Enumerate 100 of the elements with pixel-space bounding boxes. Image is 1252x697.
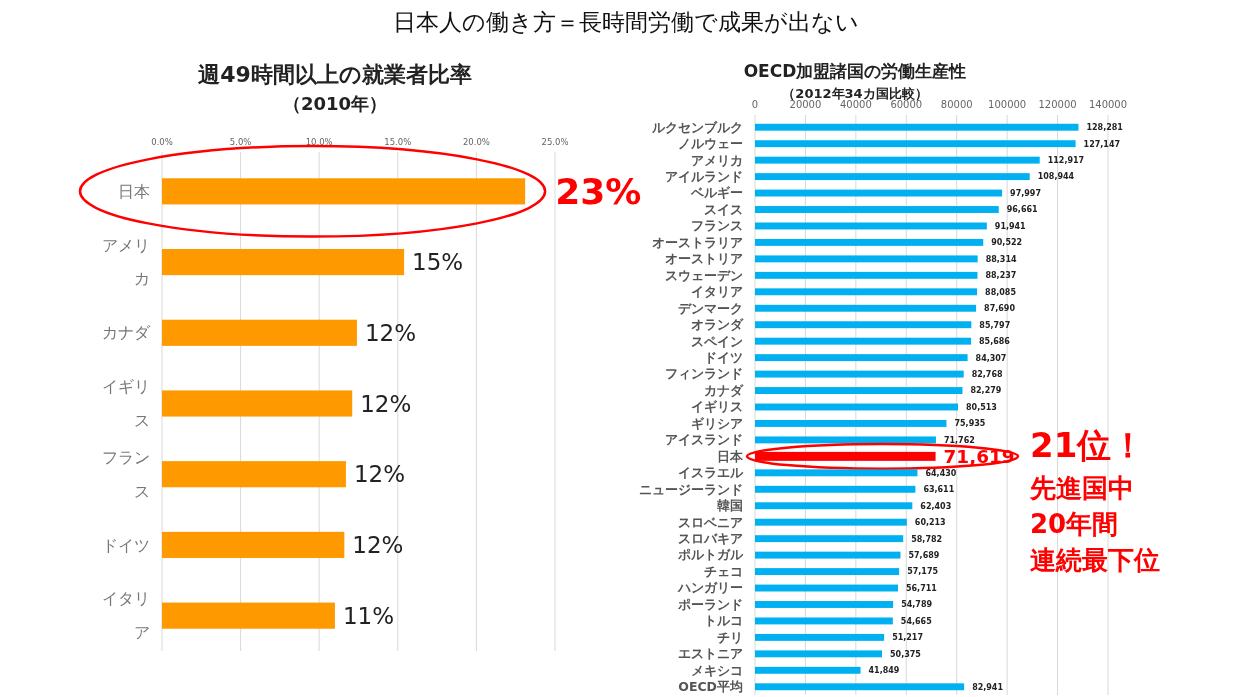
x-tick-label: 140000 [1088,99,1128,110]
y-tick-label: イタリア [691,284,743,300]
data-label: 56,711 [905,583,938,593]
data-label: 11% [342,602,395,629]
data-label: 88,237 [985,271,1017,281]
y-tick-label: アイルランド [665,168,743,184]
y-tick-label: 日本 [118,181,150,201]
y-tick-label: 韓国 [717,498,743,514]
bar [755,238,984,246]
data-label: 57,175 [907,567,939,577]
x-tick-label: 20000 [789,99,822,110]
y-tick-label: カナダ [704,382,744,398]
y-tick-label: フィンランド [665,366,743,382]
y-tick-label: オランダ [691,317,744,333]
data-label: 12% [364,320,417,347]
bar [755,304,977,312]
bar [162,178,526,205]
x-tick-label: 0.0% [151,137,173,147]
bar [755,189,1003,197]
y-tick-label: スイス [704,201,743,217]
bar [755,518,907,526]
y-tick-label: チリ [717,629,743,645]
bar [755,633,885,641]
data-label: 58,782 [911,534,943,544]
bar [755,601,894,608]
y-tick-label: エストニア [678,646,743,662]
data-label: 54,665 [900,616,933,626]
bar [755,617,893,625]
x-tick-label: 10.0% [305,137,333,147]
y-tick-label: ニュージーランド [639,481,743,497]
bar [755,485,916,493]
x-tick-label: 20.0% [462,137,490,147]
x-tick-label: 15.0% [384,137,412,147]
data-label: 12% [360,390,412,417]
data-label: 60,213 [914,518,946,528]
bar [755,123,1079,131]
data-label: 128,281 [1086,123,1124,133]
bar [755,140,1076,148]
y-tick-label: ルクセンブルク [651,119,743,135]
y-tick-label: メキシコ [691,662,743,678]
data-label: 85,797 [979,320,1011,330]
data-label: 82,279 [970,386,1002,396]
text: 日本人の働き方＝長時間労働で成果が出ない [393,9,859,35]
x-tick-label: 100000 [988,99,1027,110]
data-label: 57,689 [908,550,940,560]
y-tick-label: チェコ [704,563,743,579]
bar [755,420,947,427]
y-tick-label: デンマーク [678,300,743,316]
y-tick-label: イギリス [691,399,743,415]
bar [755,666,861,674]
bar [162,248,405,276]
data-label: 108,944 [1037,172,1075,182]
bar [755,451,936,461]
x-tick-label: 60000 [890,99,923,110]
data-label: 41,849 [868,666,900,676]
data-label: 112,917 [1047,156,1085,166]
y-tick-label: ドイツ [704,350,743,365]
annotation: 先進国中 [1029,473,1134,503]
data-label: 62,403 [920,501,952,511]
bar [755,271,978,279]
bar [162,390,353,417]
y-tick-label: オーストラリア [652,234,743,250]
bar [755,370,964,378]
data-label: 82,941 [972,682,1004,692]
bar [755,321,972,329]
annotation: 20年間 [1030,509,1119,539]
bar [755,173,1030,181]
data-label: 87,690 [984,304,1016,314]
y-tick-label: アメリカ [691,152,743,168]
data-label: 12% [352,532,404,559]
y-tick-label: スウェーデン [665,267,743,283]
y-tick-label: フランス [691,218,743,234]
data-label: 50,375 [890,649,922,659]
data-label: 54,789 [901,600,933,610]
bar [755,354,968,362]
data-label: 90,522 [991,238,1023,248]
bar [162,531,345,559]
data-label: 71,762 [943,435,975,445]
bar [755,535,904,543]
bar [755,337,972,345]
bar [755,156,1040,164]
annotation: 21位！ [1030,425,1146,465]
y-tick-label: カナダ [102,323,151,343]
y-tick-label: 日本 [717,448,744,464]
y-tick-label: アメリカ [102,235,150,289]
data-label: 75,935 [954,419,986,429]
x-tick-label: 25.0% [541,137,569,147]
data-label: 15% [412,249,464,276]
y-tick-label: イスラエル [678,465,744,481]
y-tick-label: ハンガリー [677,580,743,596]
data-label: 88,085 [985,287,1017,297]
data-label: 127,147 [1083,139,1121,149]
bar [755,650,883,658]
data-label: 63,611 [923,485,955,495]
bar [162,319,357,346]
bar [755,469,918,477]
y-tick-label: スロバキア [678,531,743,547]
data-label: 51,217 [892,633,924,643]
data-label: 91,941 [994,221,1027,231]
bar [162,461,346,488]
